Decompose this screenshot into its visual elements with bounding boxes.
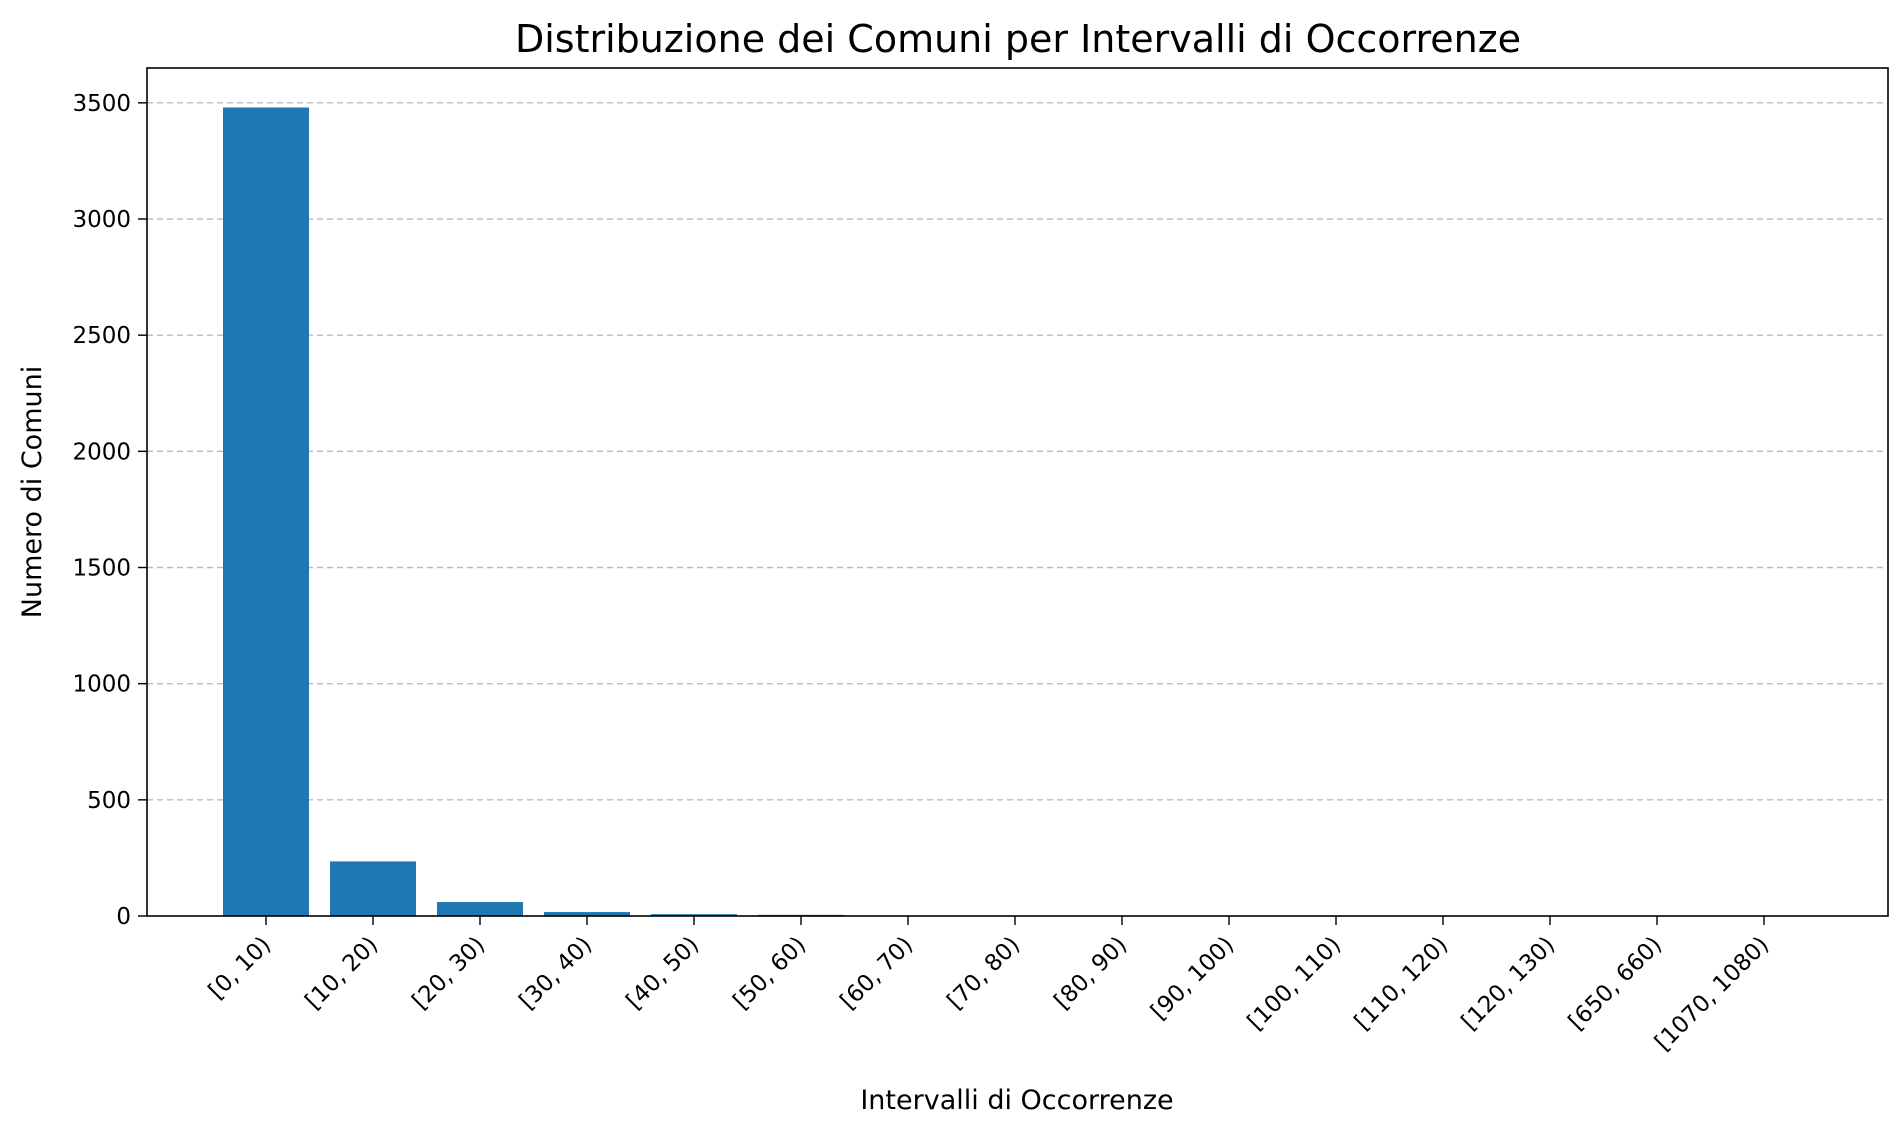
x-tick-label: [100, 110) [1243,932,1347,1036]
plot-frame [147,68,1888,916]
grid-lines [147,103,1888,800]
bar [437,902,523,916]
bar [223,107,309,916]
y-tick-label: 2500 [72,323,131,349]
y-tick-label: 3500 [72,91,131,117]
y-tick-label: 1000 [72,672,131,698]
x-tick-label: [20, 30) [407,932,490,1015]
x-tick-label: [40, 50) [621,932,704,1015]
x-axis-label: Intervalli di Occorrenze [860,1085,1173,1116]
y-tick-label: 1500 [72,556,131,582]
chart-title: Distribuzione dei Comuni per Intervalli … [515,17,1521,61]
x-tick-label: [90, 100) [1146,932,1239,1025]
x-tick-label: [30, 40) [514,932,597,1015]
y-tick-label: 3000 [72,207,131,233]
x-tick-label: [1070, 1080) [1650,932,1774,1056]
bars [223,107,1807,916]
bar [330,861,416,916]
x-tick-label: [80, 90) [1049,932,1132,1015]
x-axis-ticks: [0, 10) [10, 20) [20, 30) [30, 40) [40, 50) [… [204,916,1774,1056]
y-axis-label: Numero di Comuni [17,366,48,618]
x-tick-label: [120, 130) [1457,932,1561,1036]
y-tick-label: 0 [116,904,131,930]
x-tick-label: [70, 80) [942,932,1025,1015]
x-tick-label: [50, 60) [728,932,811,1015]
x-tick-label: [10, 20) [300,932,383,1015]
y-axis-ticks: 0 500 1000 1500 2000 2500 3000 3500 [72,91,147,930]
x-tick-label: [0, 10) [204,932,276,1004]
y-tick-label: 500 [87,788,131,814]
x-tick-label: [110, 120) [1350,932,1454,1036]
x-tick-label: [650, 660) [1564,932,1668,1036]
y-tick-label: 2000 [72,439,131,465]
x-tick-label: [60, 70) [835,932,918,1015]
